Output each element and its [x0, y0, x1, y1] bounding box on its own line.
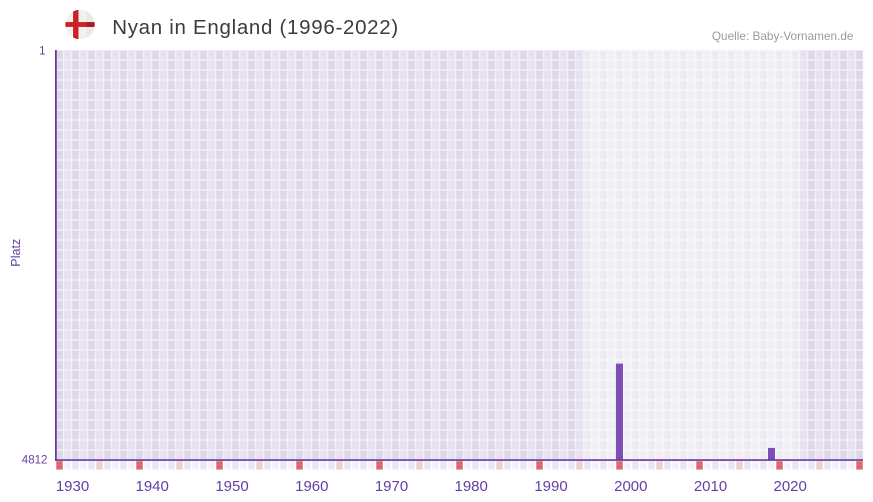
svg-text:1950: 1950 [215, 478, 248, 495]
svg-text:1970: 1970 [375, 478, 408, 495]
svg-text:1930: 1930 [56, 478, 89, 495]
svg-text:4812: 4812 [22, 455, 48, 467]
svg-text:1940: 1940 [136, 478, 169, 495]
svg-text:2010: 2010 [694, 478, 727, 495]
svg-text:1980: 1980 [455, 478, 488, 495]
svg-text:1960: 1960 [295, 478, 328, 495]
svg-text:Quelle: Baby-Vornamen.de: Quelle: Baby-Vornamen.de [712, 29, 854, 43]
svg-text:2020: 2020 [774, 478, 807, 495]
svg-text:Nyan in England (1996-2022): Nyan in England (1996-2022) [112, 16, 399, 39]
svg-text:Platz: Platz [9, 239, 23, 267]
svg-text:2000: 2000 [614, 478, 647, 495]
svg-text:1990: 1990 [534, 478, 567, 495]
svg-text:1: 1 [39, 45, 45, 57]
